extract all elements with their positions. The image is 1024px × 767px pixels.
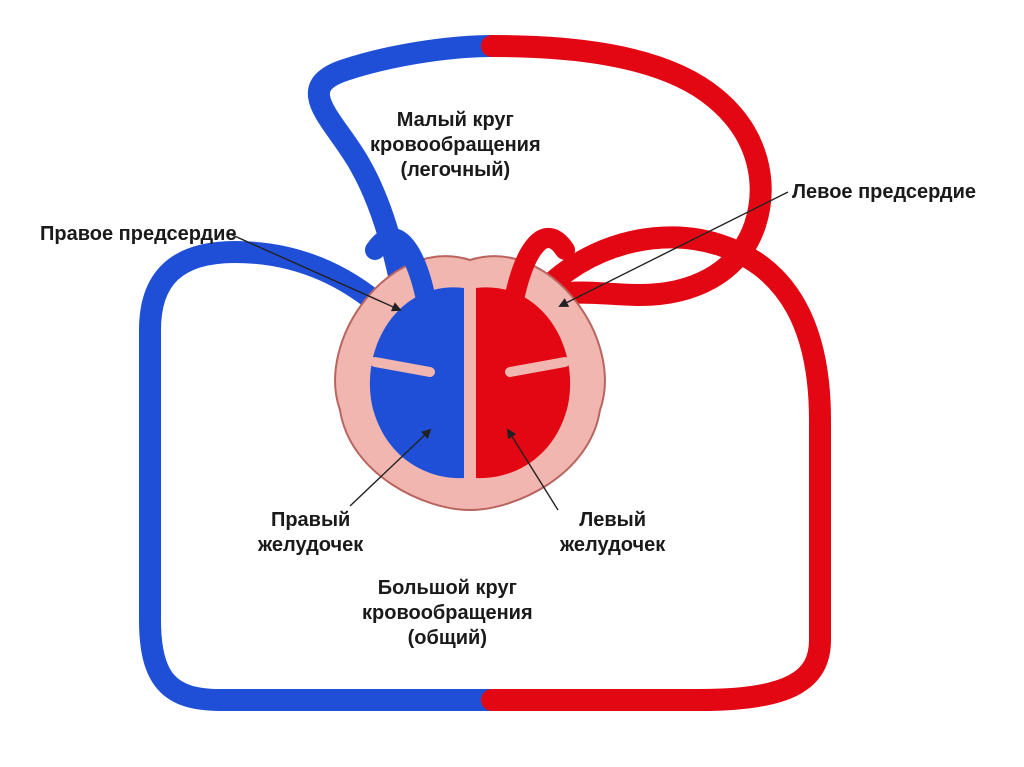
label-left-atrium: Левое предсердие	[792, 180, 976, 205]
label-right-ventricle: Правыйжелудочек	[258, 508, 363, 558]
label-right-atrium: Правое предсердие	[40, 222, 237, 247]
label-systemic-circuit: Большой кругкровообращения(общий)	[362, 576, 533, 651]
label-left-ventricle: Левыйжелудочек	[560, 508, 665, 558]
label-pulmonary-circuit: Малый кругкровообращения(легочный)	[370, 108, 541, 183]
circulation-diagram: Малый кругкровообращения(легочный) Больш…	[0, 0, 1024, 767]
